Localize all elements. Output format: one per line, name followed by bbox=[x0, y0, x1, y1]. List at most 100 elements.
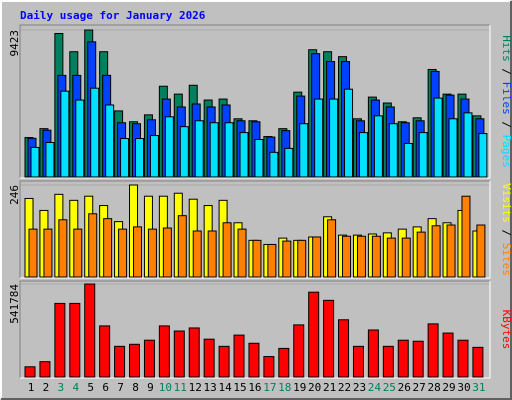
x-tick-label: 8 bbox=[132, 381, 139, 394]
x-tick-label: 25 bbox=[383, 381, 396, 394]
bar bbox=[299, 123, 309, 178]
bar bbox=[446, 224, 456, 278]
bar bbox=[269, 151, 279, 178]
panel-light bbox=[20, 181, 491, 279]
x-tick-label: 14 bbox=[218, 381, 232, 394]
panel-shadow bbox=[19, 280, 490, 378]
bar bbox=[194, 120, 204, 178]
x-tick-label: 17 bbox=[263, 381, 276, 394]
bar bbox=[382, 345, 394, 378]
legend-entry: Pages bbox=[500, 135, 512, 168]
bar bbox=[293, 324, 305, 378]
bar bbox=[118, 228, 128, 278]
y-tick-label: 541784 bbox=[8, 284, 21, 324]
bar bbox=[472, 346, 484, 378]
bar bbox=[129, 343, 141, 378]
bar bbox=[173, 330, 185, 378]
bar bbox=[352, 345, 364, 378]
bar bbox=[233, 334, 245, 378]
bar bbox=[177, 215, 187, 278]
x-tick-label: 26 bbox=[398, 381, 411, 394]
bar bbox=[323, 299, 335, 378]
x-tick-label: 4 bbox=[72, 381, 79, 394]
x-tick-label: 16 bbox=[248, 381, 261, 394]
x-tick-label: 1 bbox=[28, 381, 35, 394]
bar bbox=[397, 339, 409, 378]
bar bbox=[476, 224, 486, 278]
bar bbox=[461, 195, 471, 278]
bar bbox=[416, 231, 426, 278]
bar bbox=[69, 302, 81, 378]
x-tick-label: 20 bbox=[308, 381, 321, 394]
x-tick-label: 28 bbox=[427, 381, 440, 394]
bar bbox=[312, 236, 322, 278]
bar bbox=[90, 87, 100, 178]
bar bbox=[45, 141, 55, 178]
x-tick-label: 15 bbox=[233, 381, 246, 394]
legend-entry: KBytes bbox=[500, 310, 512, 350]
bar bbox=[356, 235, 366, 278]
bar bbox=[207, 230, 217, 278]
bar bbox=[75, 99, 85, 178]
legend: Visits / Sites bbox=[500, 183, 512, 276]
x-tick-label: 9 bbox=[147, 381, 154, 394]
bar bbox=[267, 243, 277, 278]
bar bbox=[179, 126, 189, 178]
x-tick-label: 22 bbox=[338, 381, 351, 394]
bar bbox=[448, 118, 458, 178]
bar bbox=[342, 235, 352, 278]
bar bbox=[99, 325, 111, 378]
legend-entry: Sites bbox=[500, 243, 512, 276]
bar bbox=[338, 319, 350, 378]
bar bbox=[103, 218, 113, 278]
bar bbox=[457, 339, 469, 378]
panel-shadow bbox=[19, 180, 490, 278]
bar bbox=[209, 122, 219, 178]
bar bbox=[164, 116, 174, 178]
x-tick-label: 11 bbox=[174, 381, 187, 394]
bar bbox=[84, 283, 96, 378]
bar bbox=[203, 338, 215, 378]
x-tick-label: 12 bbox=[189, 381, 202, 394]
bar bbox=[188, 327, 200, 378]
y-tick-label: 9423 bbox=[8, 30, 21, 57]
x-tick-label: 19 bbox=[293, 381, 306, 394]
legend-separator: / bbox=[500, 223, 512, 243]
bar bbox=[371, 235, 381, 278]
bar bbox=[367, 329, 379, 378]
bar bbox=[431, 225, 441, 278]
bar bbox=[239, 132, 249, 178]
x-tick-label: 24 bbox=[368, 381, 382, 394]
bar bbox=[30, 146, 40, 178]
bar bbox=[433, 97, 443, 178]
legend: KBytes bbox=[500, 310, 512, 350]
bar bbox=[478, 133, 488, 178]
bar bbox=[158, 325, 170, 378]
bar bbox=[329, 98, 339, 178]
bar bbox=[133, 226, 143, 278]
x-tick-label: 18 bbox=[278, 381, 291, 394]
bar bbox=[314, 98, 324, 178]
bar bbox=[135, 138, 145, 178]
bar bbox=[403, 142, 413, 178]
panel-light bbox=[20, 25, 491, 179]
bar bbox=[60, 90, 70, 178]
bar bbox=[149, 135, 159, 178]
bar bbox=[401, 237, 411, 278]
x-tick-label: 3 bbox=[58, 381, 65, 394]
bar bbox=[284, 147, 294, 178]
panel-shadow bbox=[19, 24, 490, 178]
y-tick-label: 246 bbox=[8, 185, 21, 205]
bar bbox=[263, 356, 275, 378]
chart-title: Daily usage for January 2026 bbox=[20, 9, 206, 22]
legend-entry: Hits bbox=[500, 35, 512, 62]
bar bbox=[73, 228, 83, 278]
legend-entry: Files bbox=[500, 82, 512, 115]
bar bbox=[192, 230, 202, 278]
bar bbox=[162, 227, 172, 278]
x-tick-label: 13 bbox=[204, 381, 217, 394]
